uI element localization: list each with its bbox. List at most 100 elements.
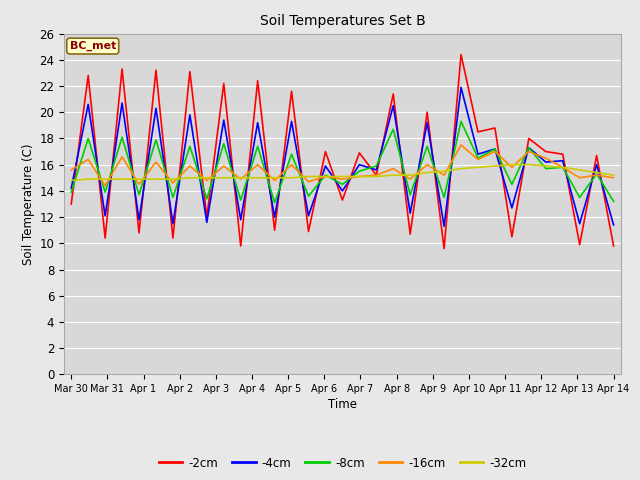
-32cm — [542, 163, 550, 169]
Title: Soil Temperatures Set B: Soil Temperatures Set B — [260, 14, 425, 28]
-4cm — [169, 221, 177, 227]
-32cm — [101, 176, 109, 182]
-2cm — [169, 235, 177, 241]
-4cm — [152, 106, 160, 111]
-32cm — [67, 178, 75, 183]
-4cm — [254, 120, 262, 126]
-8cm — [576, 194, 584, 200]
-16cm — [135, 181, 143, 187]
-8cm — [339, 181, 346, 187]
-32cm — [203, 175, 211, 180]
-8cm — [288, 151, 296, 157]
-4cm — [406, 210, 414, 216]
-8cm — [118, 134, 126, 140]
-2cm — [508, 234, 516, 240]
-4cm — [305, 213, 312, 219]
-8cm — [254, 144, 262, 149]
-2cm — [559, 151, 566, 157]
-2cm — [237, 243, 244, 249]
-4cm — [576, 221, 584, 227]
-32cm — [508, 162, 516, 168]
-4cm — [84, 101, 92, 107]
-2cm — [525, 135, 532, 141]
-8cm — [169, 194, 177, 200]
-32cm — [118, 176, 126, 182]
-16cm — [152, 159, 160, 165]
-4cm — [339, 188, 346, 194]
-2cm — [576, 242, 584, 248]
Line: -2cm: -2cm — [71, 55, 614, 249]
-2cm — [67, 201, 75, 207]
Line: -4cm: -4cm — [71, 87, 614, 226]
-32cm — [339, 174, 346, 180]
-4cm — [508, 205, 516, 211]
-4cm — [118, 100, 126, 106]
-8cm — [525, 145, 532, 151]
-2cm — [389, 91, 397, 97]
-8cm — [372, 163, 380, 169]
-4cm — [67, 185, 75, 191]
-2cm — [474, 129, 482, 135]
-4cm — [610, 222, 618, 228]
-4cm — [135, 217, 143, 223]
-32cm — [355, 174, 363, 180]
-4cm — [203, 219, 211, 225]
-2cm — [220, 81, 228, 86]
-16cm — [593, 172, 600, 178]
-16cm — [491, 149, 499, 155]
-8cm — [491, 146, 499, 152]
-32cm — [474, 165, 482, 170]
-8cm — [559, 165, 566, 170]
-8cm — [237, 197, 244, 203]
-2cm — [355, 150, 363, 156]
-32cm — [84, 176, 92, 182]
-2cm — [339, 197, 346, 203]
Legend: -2cm, -4cm, -8cm, -16cm, -32cm: -2cm, -4cm, -8cm, -16cm, -32cm — [154, 452, 531, 474]
-16cm — [474, 156, 482, 162]
-2cm — [372, 172, 380, 178]
-2cm — [84, 72, 92, 78]
-2cm — [423, 109, 431, 115]
-4cm — [271, 214, 278, 220]
-4cm — [186, 112, 194, 118]
-16cm — [457, 142, 465, 148]
-16cm — [271, 178, 278, 183]
-32cm — [610, 172, 618, 178]
-32cm — [254, 175, 262, 180]
-32cm — [491, 163, 499, 169]
-32cm — [576, 167, 584, 173]
-2cm — [542, 149, 550, 155]
-32cm — [423, 169, 431, 175]
-32cm — [372, 174, 380, 180]
-8cm — [101, 189, 109, 195]
-32cm — [186, 175, 194, 180]
-4cm — [457, 84, 465, 90]
-16cm — [610, 175, 618, 180]
-16cm — [101, 183, 109, 189]
-8cm — [67, 189, 75, 195]
-32cm — [305, 174, 312, 180]
-2cm — [135, 230, 143, 236]
-2cm — [406, 231, 414, 237]
-16cm — [542, 155, 550, 161]
-16cm — [118, 154, 126, 160]
-4cm — [559, 158, 566, 164]
-16cm — [525, 149, 532, 155]
X-axis label: Time: Time — [328, 398, 357, 411]
-2cm — [203, 214, 211, 220]
-16cm — [355, 174, 363, 180]
-8cm — [305, 193, 312, 199]
-8cm — [508, 181, 516, 187]
-16cm — [288, 162, 296, 168]
-2cm — [288, 88, 296, 94]
-4cm — [525, 145, 532, 151]
-8cm — [406, 192, 414, 198]
-8cm — [389, 126, 397, 132]
-4cm — [372, 167, 380, 173]
-4cm — [389, 103, 397, 108]
-16cm — [389, 166, 397, 171]
-16cm — [406, 176, 414, 182]
-4cm — [101, 213, 109, 219]
-32cm — [457, 166, 465, 171]
-8cm — [186, 144, 194, 149]
